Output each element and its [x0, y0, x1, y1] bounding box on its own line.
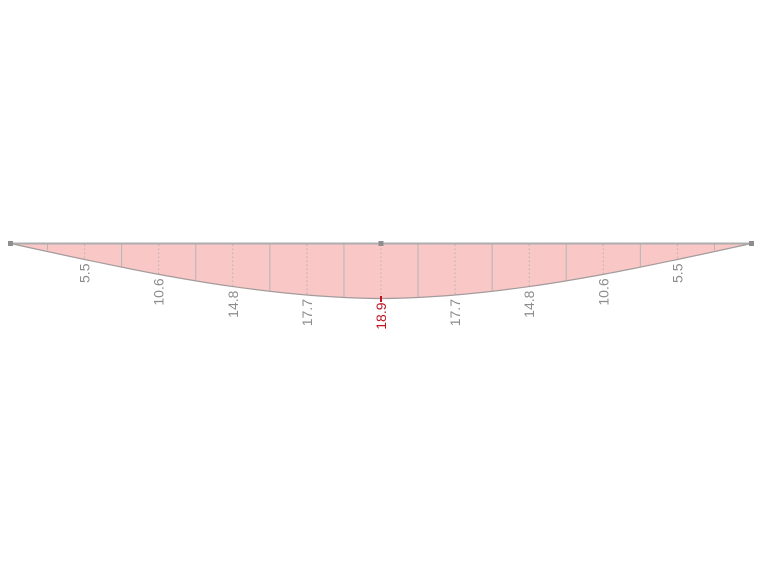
- value-label: 10.6: [595, 278, 611, 305]
- node-marker-left[interactable]: [8, 241, 13, 246]
- value-label: 17.7: [299, 299, 315, 326]
- value-label: 5.5: [669, 263, 685, 283]
- value-label: 10.6: [151, 278, 167, 305]
- node-marker-mid[interactable]: [378, 241, 384, 246]
- max-point-marker: [380, 296, 382, 302]
- max-value-label: 18.9: [373, 302, 389, 329]
- value-label: 14.8: [521, 290, 537, 317]
- node-marker-right[interactable]: [749, 241, 754, 246]
- value-label: 5.5: [77, 263, 93, 283]
- value-label: 17.7: [447, 299, 463, 326]
- value-label: 14.8: [225, 290, 241, 317]
